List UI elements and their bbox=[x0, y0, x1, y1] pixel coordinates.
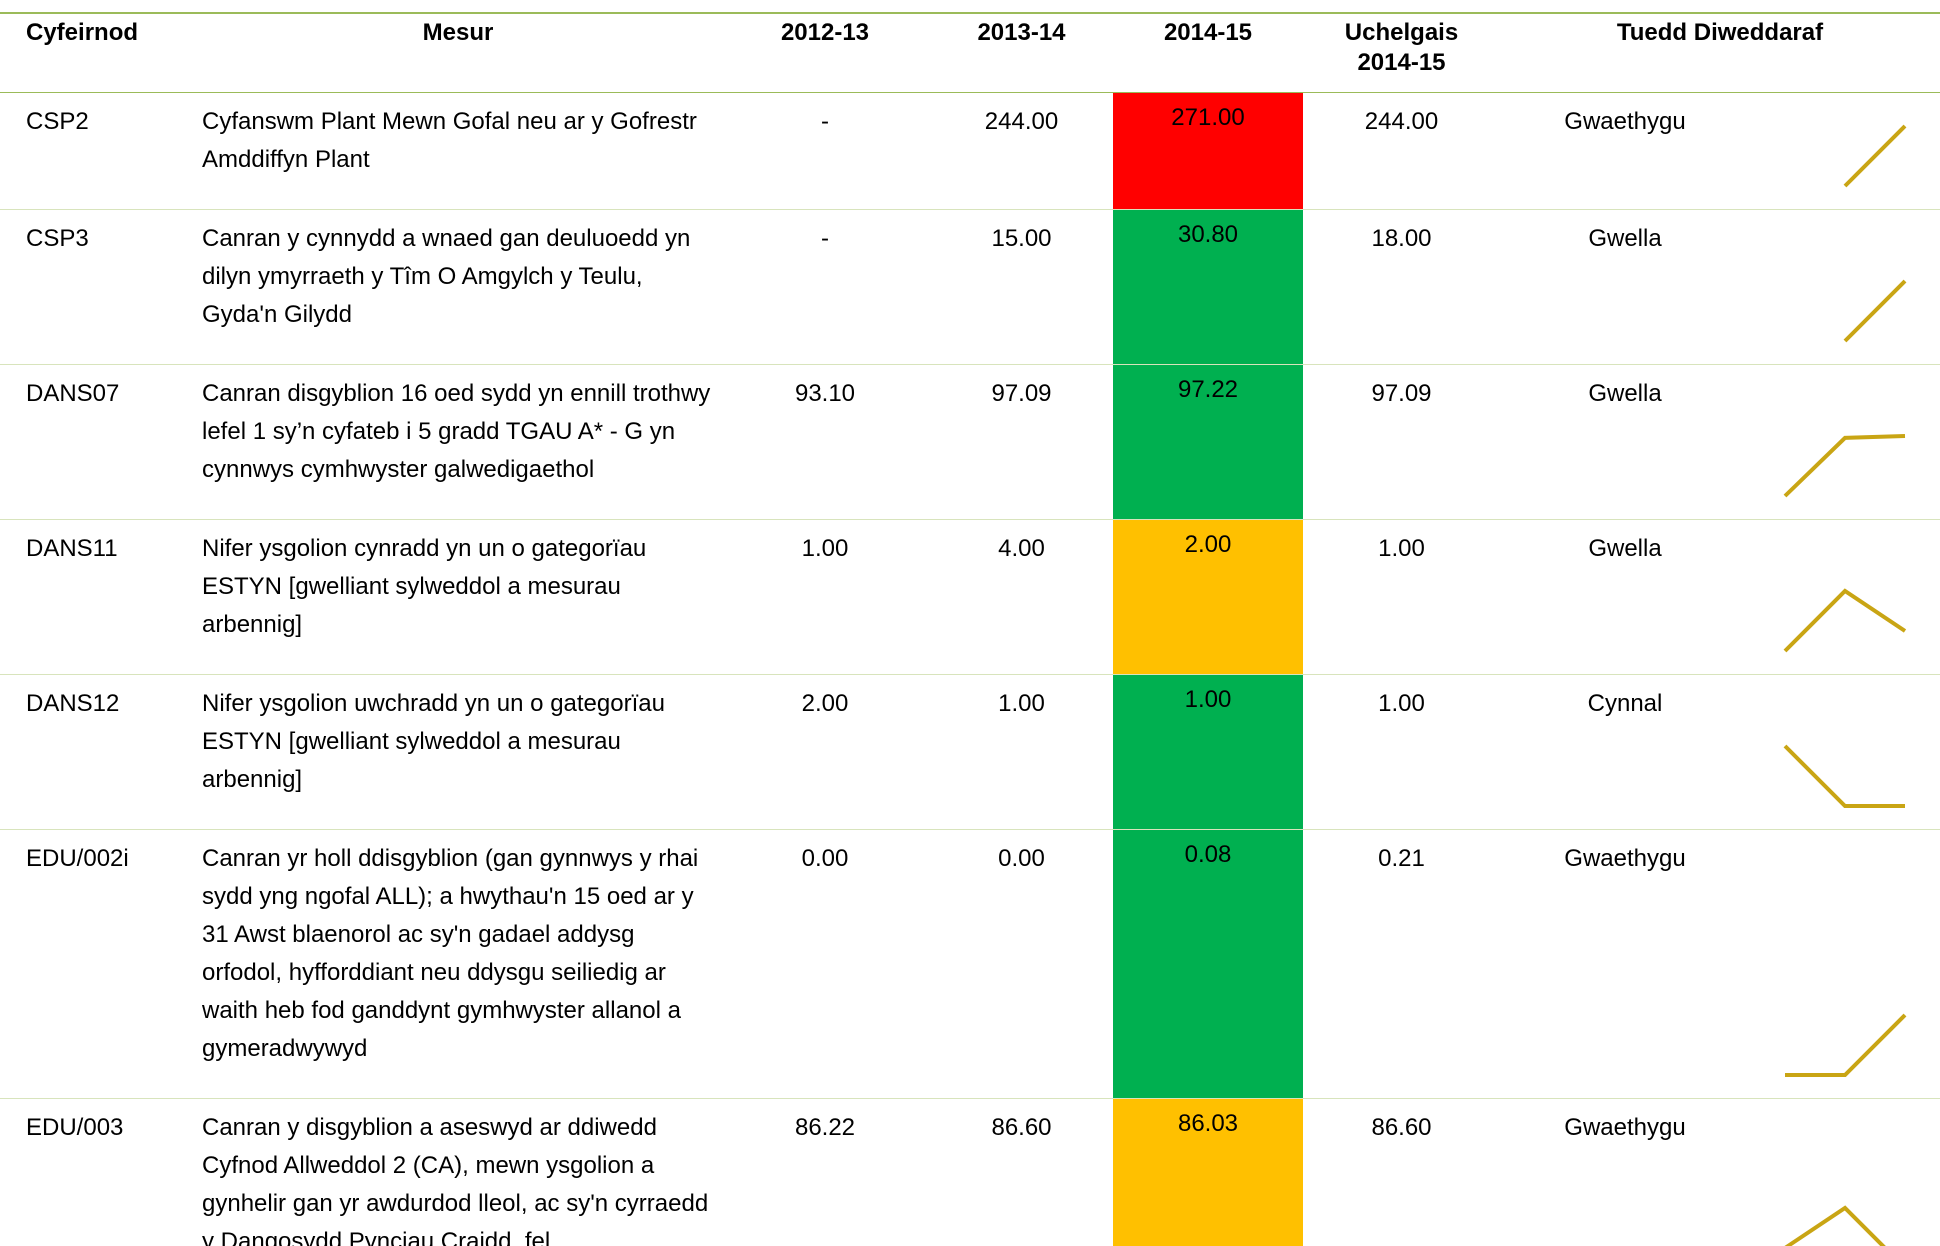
sparkline-path bbox=[1783, 744, 1905, 808]
trend-cell: Gwella bbox=[1500, 519, 1750, 675]
header-cell: Mesur bbox=[196, 12, 720, 93]
sparkline-path bbox=[1843, 279, 1907, 343]
sparkline bbox=[1843, 279, 1907, 343]
target-cell: 0.21 bbox=[1303, 829, 1500, 1099]
trend-cell: Cynnal bbox=[1500, 674, 1750, 830]
sparkline-cell bbox=[1750, 364, 1940, 520]
header-cell: Uchelgais 2014-15 bbox=[1303, 12, 1500, 93]
sparkline-cell bbox=[1750, 519, 1940, 675]
sparkline bbox=[1783, 588, 1907, 653]
value-cell: - bbox=[720, 92, 930, 210]
sparkline bbox=[1785, 1013, 1907, 1077]
trend-cell: Gwella bbox=[1500, 209, 1750, 365]
value-cell: 1.00 bbox=[930, 674, 1113, 830]
sparkline-path bbox=[1784, 1205, 1886, 1246]
status-cell: 1.00 bbox=[1113, 674, 1303, 830]
sparkline bbox=[1843, 124, 1907, 188]
sparkline bbox=[1784, 1205, 1886, 1246]
value-cell: - bbox=[720, 209, 930, 365]
sparkline bbox=[1783, 744, 1905, 808]
table-row: EDU/002i Canran yr holl ddisgyblion (gan … bbox=[0, 829, 1940, 1099]
header-cell: 2013-14 bbox=[930, 12, 1113, 93]
measure-cell: Canran yr holl ddisgyblion (gan gynnwys … bbox=[196, 829, 720, 1099]
target-cell: 86.60 bbox=[1303, 1098, 1500, 1246]
ref-cell: EDU/002i bbox=[0, 829, 196, 1099]
table-row: DANS12 Nifer ysgolion uwchradd yn un o ga… bbox=[0, 674, 1940, 830]
value-cell: 93.10 bbox=[720, 364, 930, 520]
value-cell: 86.22 bbox=[720, 1098, 930, 1246]
ref-cell: DANS11 bbox=[0, 519, 196, 675]
trend-cell: Gwella bbox=[1500, 364, 1750, 520]
header-cell: 2014-15 bbox=[1113, 12, 1303, 93]
measure-cell: Canran disgyblion 16 oed sydd yn ennill … bbox=[196, 364, 720, 520]
sparkline-path bbox=[1843, 124, 1907, 188]
page: Cyfeirnod Mesur 2012-13 2013-14 2014-15 Uchel… bbox=[0, 12, 1940, 1246]
table-row: DANS11 Nifer ysgolion cynradd yn un o gat… bbox=[0, 519, 1940, 675]
status-cell: 86.03 bbox=[1113, 1098, 1303, 1246]
ref-cell: CSP3 bbox=[0, 209, 196, 365]
sparkline-path bbox=[1785, 1013, 1907, 1077]
sparkline-cell bbox=[1750, 92, 1940, 210]
target-cell: 97.09 bbox=[1303, 364, 1500, 520]
value-cell: 86.60 bbox=[930, 1098, 1113, 1246]
ref-cell: DANS12 bbox=[0, 674, 196, 830]
value-cell: 4.00 bbox=[930, 519, 1113, 675]
table-row: DANS07 Canran disgyblion 16 oed sydd yn e… bbox=[0, 364, 1940, 520]
header-cell: Cyfeirnod bbox=[0, 12, 196, 93]
value-cell: 0.00 bbox=[930, 829, 1113, 1099]
header-cell: 2012-13 bbox=[720, 12, 930, 93]
header-cell: Tuedd Diweddaraf bbox=[1500, 12, 1940, 93]
sparkline-path bbox=[1783, 434, 1906, 498]
trend-cell: Gwaethygu bbox=[1500, 829, 1750, 1099]
measure-cell: Canran y cynnydd a wnaed gan deuluoedd y… bbox=[196, 209, 720, 365]
target-cell: 1.00 bbox=[1303, 519, 1500, 675]
ref-cell: DANS07 bbox=[0, 364, 196, 520]
sparkline-cell bbox=[1750, 1098, 1940, 1246]
trend-cell: Gwaethygu bbox=[1500, 92, 1750, 210]
value-cell: 2.00 bbox=[720, 674, 930, 830]
target-cell: 244.00 bbox=[1303, 92, 1500, 210]
sparkline-path bbox=[1783, 588, 1907, 653]
trend-cell: Gwaethygu bbox=[1500, 1098, 1750, 1246]
status-cell: 271.00 bbox=[1113, 92, 1303, 210]
value-cell: 1.00 bbox=[720, 519, 930, 675]
measure-cell: Cyfanswm Plant Mewn Gofal neu ar y Gofre… bbox=[196, 92, 720, 210]
target-cell: 1.00 bbox=[1303, 674, 1500, 830]
sparkline-cell bbox=[1750, 209, 1940, 365]
value-cell: 15.00 bbox=[930, 209, 1113, 365]
ref-cell: CSP2 bbox=[0, 92, 196, 210]
table-row: CSP2 Cyfanswm Plant Mewn Gofal neu ar y G… bbox=[0, 92, 1940, 210]
sparkline bbox=[1783, 434, 1906, 498]
sparkline-cell bbox=[1750, 829, 1940, 1099]
header-row: Cyfeirnod Mesur 2012-13 2013-14 2014-15 Uchel… bbox=[0, 12, 1940, 93]
status-cell: 30.80 bbox=[1113, 209, 1303, 365]
value-cell: 0.00 bbox=[720, 829, 930, 1099]
sparkline-cell bbox=[1750, 674, 1940, 830]
ref-cell: EDU/003 bbox=[0, 1098, 196, 1246]
kpi-table: Cyfeirnod Mesur 2012-13 2013-14 2014-15 Uchel… bbox=[0, 12, 1940, 1246]
status-cell: 2.00 bbox=[1113, 519, 1303, 675]
measure-cell: Canran y disgyblion a aseswyd ar ddiwedd… bbox=[196, 1098, 720, 1246]
value-cell: 244.00 bbox=[930, 92, 1113, 210]
table-body: CSP2 Cyfanswm Plant Mewn Gofal neu ar y G… bbox=[0, 92, 1940, 1246]
measure-cell: Nifer ysgolion cynradd yn un o gategorïa… bbox=[196, 519, 720, 675]
measure-cell: Nifer ysgolion uwchradd yn un o gategorï… bbox=[196, 674, 720, 830]
table-row: EDU/003 Canran y disgyblion a aseswyd ar … bbox=[0, 1098, 1940, 1246]
status-cell: 97.22 bbox=[1113, 364, 1303, 520]
value-cell: 97.09 bbox=[930, 364, 1113, 520]
target-cell: 18.00 bbox=[1303, 209, 1500, 365]
status-cell: 0.08 bbox=[1113, 829, 1303, 1099]
table-row: CSP3 Canran y cynnydd a wnaed gan deuluoe… bbox=[0, 209, 1940, 365]
